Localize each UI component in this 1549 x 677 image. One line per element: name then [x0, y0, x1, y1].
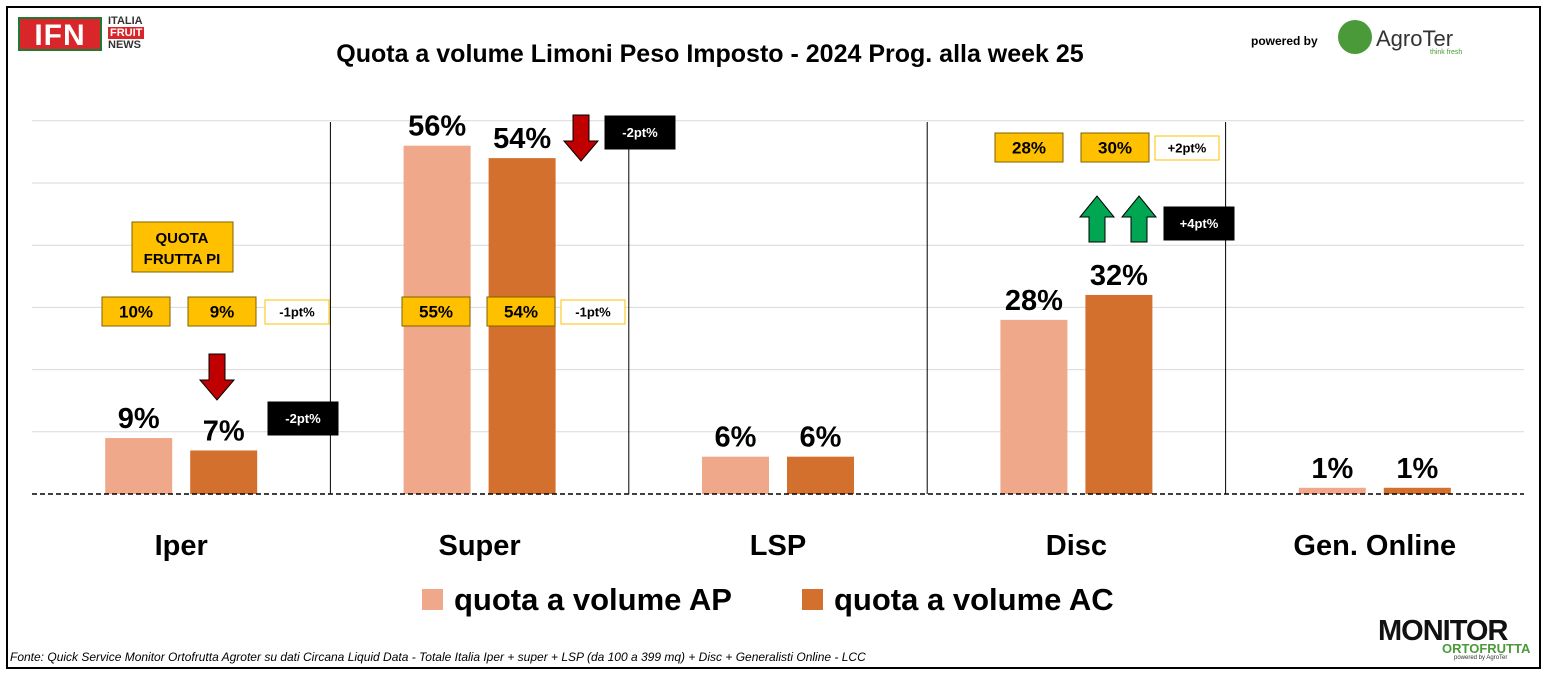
pi-box-ap-text: 10% — [119, 303, 153, 322]
pi-box-delta — [1154, 135, 1220, 161]
monitor-ortofrutta-logo: MONITOR ORTOFRUTTA powered by AgroTer — [1378, 615, 1538, 665]
data-label: 6% — [715, 422, 757, 454]
down-arrow-icon — [198, 353, 236, 401]
agroter-tagline: think fresh — [1430, 49, 1463, 56]
data-label: 1% — [1311, 453, 1353, 485]
pi-box-delta-text: -1pt% — [575, 305, 611, 320]
chart-title: Quota a volume Limoni Peso Imposto - 202… — [336, 40, 1084, 68]
pi-box-ap — [401, 296, 471, 327]
monitor-powered-text: powered by AgroTer — [1454, 655, 1508, 661]
ifn-logo-words: ITALIA FRUIT NEWS — [108, 15, 145, 51]
pi-box-ap-text: 28% — [1012, 139, 1046, 158]
legend-swatch — [422, 589, 443, 610]
chart-frame — [6, 6, 1541, 669]
pi-box-delta-text: +2pt% — [1168, 141, 1207, 156]
data-label: 1% — [1396, 453, 1438, 485]
bar-ap-gen-online — [1298, 487, 1366, 494]
legend-swatch — [802, 589, 823, 610]
legend-label: quota a volume AP — [454, 582, 732, 617]
pi-box-ac — [187, 296, 257, 327]
change-box — [267, 401, 339, 436]
ifn-word-news: NEWS — [108, 39, 141, 51]
pi-box-ac-text: 9% — [210, 303, 235, 322]
bar-ap-iper — [105, 438, 173, 494]
quota-frutta-pi-box — [131, 221, 234, 273]
powered-by-label: powered by — [1251, 34, 1318, 48]
quota-frutta-pi-line2: FRUTTA PI — [144, 251, 221, 268]
monitor-logo-text: MONITOR — [1378, 615, 1508, 647]
agroter-logo: AgroTer think fresh — [1338, 20, 1468, 60]
change-box — [604, 115, 676, 150]
pi-box-ac — [1080, 132, 1150, 163]
category-label: Disc — [1046, 530, 1107, 562]
change-box-text: -2pt% — [285, 411, 321, 426]
bar-ac-disc — [1085, 294, 1153, 494]
data-label: 9% — [118, 403, 160, 435]
category-label: LSP — [750, 530, 806, 562]
pi-box-delta-text: -1pt% — [279, 305, 315, 320]
down-arrow-icon — [562, 114, 600, 162]
ortofrutta-logo-text: ORTOFRUTTA — [1442, 641, 1531, 656]
pi-box-ap-text: 55% — [419, 303, 453, 322]
up-arrow-icon — [1078, 195, 1116, 243]
agroter-name: AgroTer — [1376, 26, 1454, 51]
up-arrow-icon — [1120, 195, 1158, 243]
pi-box-delta — [264, 299, 330, 325]
data-label: 32% — [1090, 260, 1148, 292]
ifn-logo: IFN ITALIA FRUIT NEWS — [18, 15, 161, 55]
change-box — [1163, 206, 1235, 241]
legend-label: quota a volume AC — [834, 582, 1114, 617]
change-box-text: -2pt% — [622, 125, 658, 140]
source-note: Fonte: Quick Service Monitor Ortofrutta … — [10, 650, 866, 664]
category-label: Iper — [155, 530, 208, 562]
ifn-word-italia: ITALIA — [108, 15, 143, 27]
data-label: 7% — [203, 415, 245, 447]
data-label: 6% — [800, 422, 842, 454]
data-label: 56% — [408, 111, 466, 143]
bar-ac-iper — [190, 450, 258, 494]
change-box-text: +4pt% — [1180, 216, 1219, 231]
ifn-word-fruit: FRUIT — [108, 27, 145, 39]
bar-ap-disc — [1000, 319, 1068, 494]
quota-frutta-pi-line1: QUOTA — [155, 230, 208, 247]
pi-box-ap — [101, 296, 171, 327]
pi-box-ap — [994, 132, 1064, 163]
pi-box-ac-text: 30% — [1098, 139, 1132, 158]
data-label: 28% — [1005, 285, 1063, 317]
category-label: Gen. Online — [1293, 530, 1456, 562]
bar-ap-lsp — [702, 456, 769, 494]
data-label: 54% — [493, 123, 551, 155]
category-label: Super — [439, 530, 521, 562]
bar-ac-gen-online — [1383, 487, 1451, 494]
pi-box-ac-text: 54% — [504, 303, 538, 322]
bar-ac-lsp — [787, 456, 854, 494]
pi-box-ac — [486, 296, 556, 327]
agroter-tree-icon — [1338, 20, 1372, 54]
pi-box-delta — [560, 299, 626, 325]
ifn-logo-mark: IFN — [18, 17, 102, 52]
